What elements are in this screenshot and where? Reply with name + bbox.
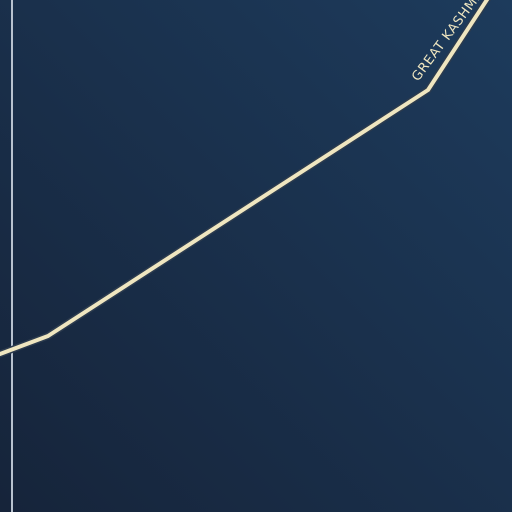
highway-road[interactable] [0, 0, 492, 356]
